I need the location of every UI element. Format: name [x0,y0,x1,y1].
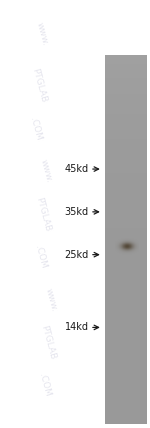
Text: .COM: .COM [28,116,44,141]
Text: PTGLAB: PTGLAB [35,196,52,232]
Text: 35kd: 35kd [64,207,88,217]
Text: PTGLAB: PTGLAB [39,324,57,360]
Text: 45kd: 45kd [64,164,88,174]
Text: PTGLAB: PTGLAB [30,68,48,104]
Text: 25kd: 25kd [64,250,88,260]
Text: .COM: .COM [38,372,52,398]
Text: www.: www. [34,21,50,47]
Text: www.: www. [44,287,59,312]
Text: 14kd: 14kd [64,322,88,333]
Text: www.: www. [39,158,54,184]
Text: .COM: .COM [33,244,48,270]
